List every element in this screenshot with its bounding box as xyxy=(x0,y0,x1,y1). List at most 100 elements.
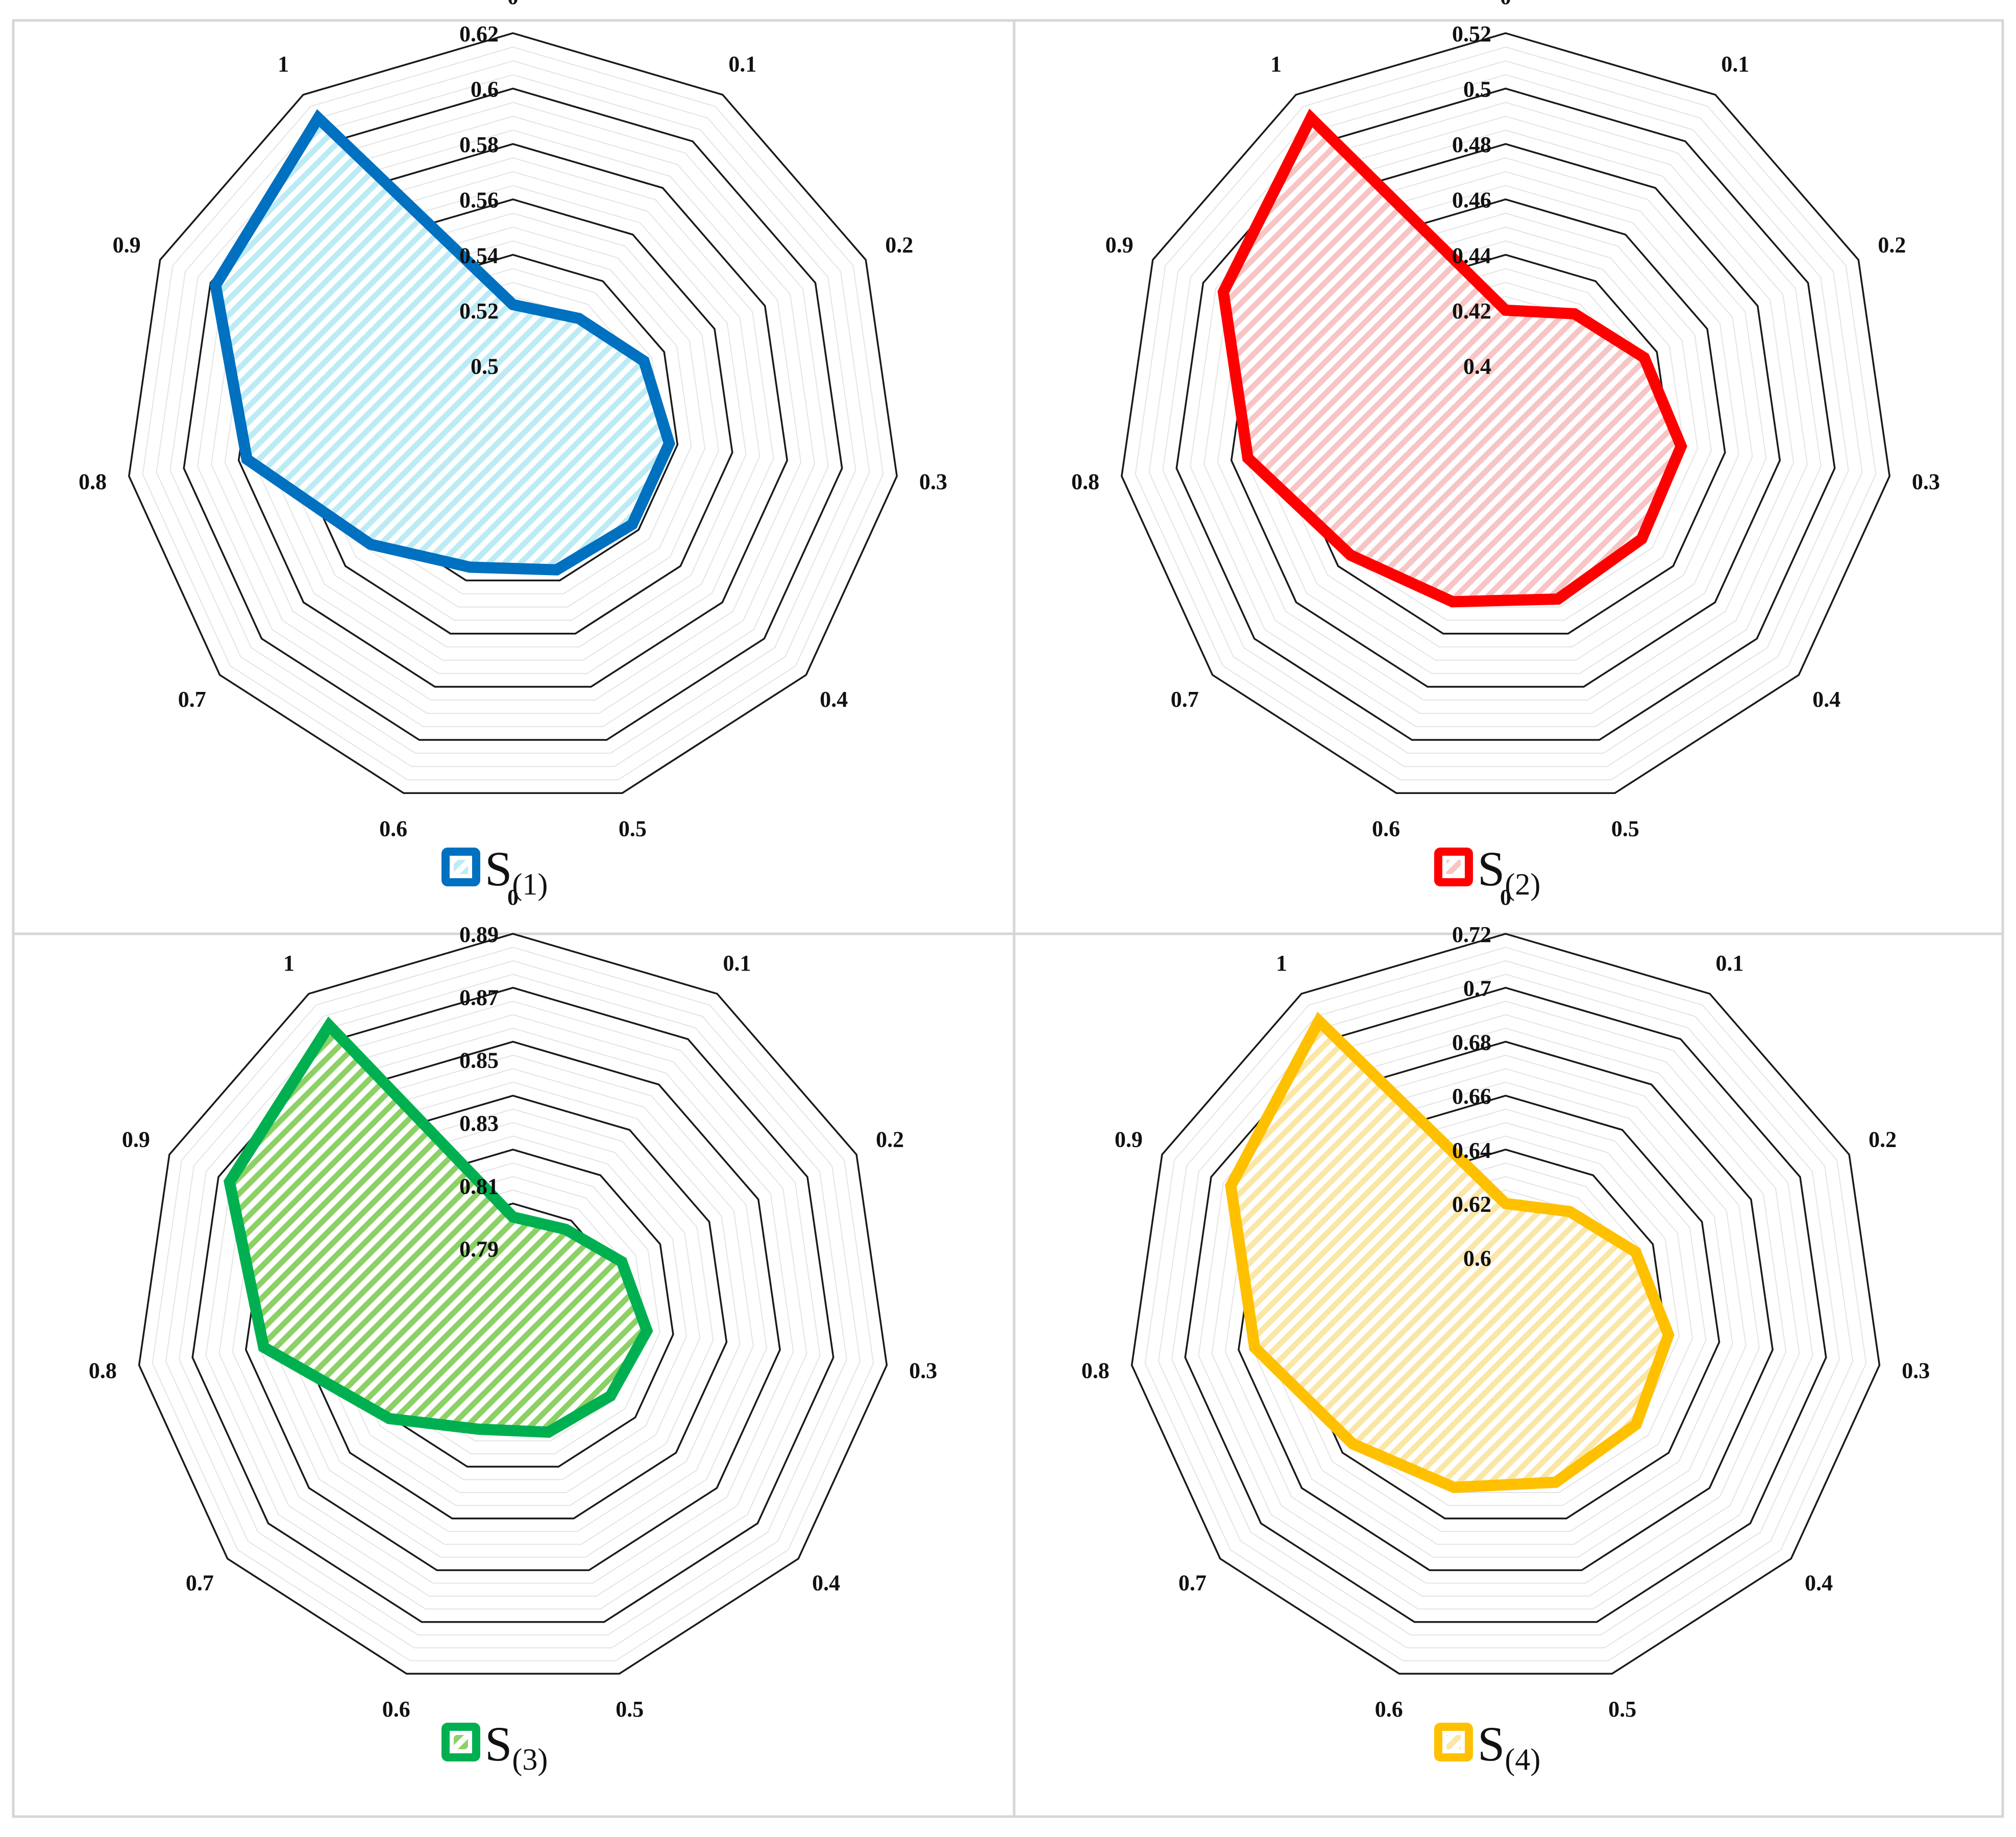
category-label: 0.3 xyxy=(909,1358,937,1383)
category-label: 0.5 xyxy=(1608,1697,1636,1722)
radial-tick-label: 0.5 xyxy=(471,354,499,379)
minor-gridline xyxy=(1148,60,1863,767)
major-gridline xyxy=(128,32,898,794)
category-label: 0.3 xyxy=(1912,469,1940,494)
legend-series-name: S xyxy=(485,841,512,896)
major-gridline xyxy=(1120,32,1891,794)
radial-tick-label: 0.6 xyxy=(1463,1246,1491,1271)
legend: S(3) xyxy=(441,1717,548,1776)
data-point xyxy=(646,1329,648,1332)
radial-tick-label: 0.72 xyxy=(1452,922,1491,947)
major-gridline xyxy=(1175,87,1836,741)
category-label: 1 xyxy=(1276,951,1287,976)
legend-series-name: S xyxy=(1478,841,1505,896)
minor-gridline xyxy=(1158,960,1854,1649)
minor-gridline xyxy=(1171,974,1840,1635)
category-label: 0.4 xyxy=(820,687,848,712)
category-label: 0 xyxy=(1500,0,1511,9)
category-label: 0.9 xyxy=(122,1127,150,1152)
minor-gridline xyxy=(152,947,874,1661)
data-point xyxy=(1453,1486,1455,1488)
radial-tick-label: 0.64 xyxy=(1452,1138,1491,1163)
legend-label: S(4) xyxy=(1478,1717,1540,1776)
data-point xyxy=(1557,598,1559,600)
data-point xyxy=(512,1216,514,1218)
category-label: 0.8 xyxy=(1071,469,1099,494)
major-gridline xyxy=(191,986,834,1623)
minor-gridline xyxy=(156,60,870,767)
category-label: 0.1 xyxy=(1721,52,1749,77)
data-point xyxy=(1634,1251,1637,1253)
data-point xyxy=(621,1260,623,1263)
data-point xyxy=(1568,1210,1571,1213)
radial-tick-label: 0.79 xyxy=(459,1237,499,1262)
data-point xyxy=(512,304,514,306)
data-point xyxy=(1310,117,1312,119)
radial-tick-label: 0.52 xyxy=(459,299,499,324)
category-label: 0.2 xyxy=(1869,1127,1897,1152)
data-point xyxy=(578,317,580,320)
category-label: 0.9 xyxy=(1115,1127,1143,1152)
data-point xyxy=(1351,1443,1354,1445)
legend-series-subscript: (2) xyxy=(1505,867,1540,901)
data-point xyxy=(317,117,319,119)
legend-swatch-fill xyxy=(1446,860,1461,874)
minor-gridline xyxy=(169,74,856,754)
radar-chart-2: 0.4 0.42 0.44 0.46 0.48 0.5 0.52 0 0.1 0.2 0.3 0.4 0… xyxy=(1071,0,1940,901)
data-point xyxy=(1574,312,1576,315)
legend-series-subscript: (3) xyxy=(512,1743,548,1776)
radial-tick-label: 0.7 xyxy=(1463,976,1491,1001)
data-point xyxy=(1635,1423,1637,1426)
data-point xyxy=(1505,1202,1507,1205)
category-label: 0.1 xyxy=(728,52,756,77)
major-gridline xyxy=(1130,933,1881,1675)
data-point xyxy=(1253,1346,1256,1349)
radar-chart-3: 0.790.810.830.850.870.8900.10.20.30.40.5… xyxy=(89,885,937,1776)
radar-chart-1: 0.5 0.52 0.54 0.56 0.58 0.6 0.62 0 0.1 0.2 0.3 0.4 0… xyxy=(79,0,947,901)
category-label: 0.8 xyxy=(1081,1358,1110,1383)
data-point xyxy=(228,1181,231,1183)
data-point xyxy=(1667,1333,1670,1336)
data-point xyxy=(643,360,645,362)
radial-tick-label: 0.89 xyxy=(459,922,499,947)
radial-tick-label: 0.5 xyxy=(1463,77,1491,102)
radial-tick-label: 0.85 xyxy=(459,1048,499,1073)
legend-series-subscript: (4) xyxy=(1505,1743,1540,1776)
category-label: 0.8 xyxy=(79,469,107,494)
category-label: 0 xyxy=(1500,885,1511,910)
category-label: 0.6 xyxy=(379,816,407,841)
radial-tick-label: 0.87 xyxy=(459,985,499,1010)
radial-tick-label: 0.54 xyxy=(459,243,499,268)
major-gridline xyxy=(138,933,888,1675)
legend-swatch-fill xyxy=(1446,1735,1461,1749)
category-label: 0.9 xyxy=(113,232,141,257)
data-point xyxy=(1222,291,1224,293)
category-label: 0.2 xyxy=(876,1127,904,1152)
data-point xyxy=(1452,601,1454,603)
data-point xyxy=(469,566,471,568)
data-point xyxy=(1555,1481,1557,1483)
data-point xyxy=(1246,457,1249,459)
legend-series-subscript: (1) xyxy=(512,867,548,901)
category-label: 0.4 xyxy=(812,1571,840,1596)
minor-gridline xyxy=(165,960,861,1649)
data-point xyxy=(1318,1020,1320,1022)
category-label: 0.7 xyxy=(1178,1571,1207,1596)
data-point xyxy=(1640,538,1643,540)
category-label: 0.5 xyxy=(616,1697,644,1722)
radial-tick-label: 0.62 xyxy=(1452,1192,1491,1217)
category-label: 0.7 xyxy=(178,687,206,712)
series-area xyxy=(223,1016,653,1438)
category-label: 1 xyxy=(283,951,294,976)
data-point xyxy=(328,1024,330,1027)
radial-tick-label: 0.66 xyxy=(1452,1084,1491,1109)
series-area xyxy=(1225,1011,1675,1493)
radial-tick-label: 0.46 xyxy=(1452,188,1491,213)
category-label: 0.8 xyxy=(89,1358,117,1383)
data-point xyxy=(631,523,633,526)
radial-tick-label: 0.56 xyxy=(459,188,499,213)
category-label: 0.7 xyxy=(1171,687,1199,712)
category-label: 0.7 xyxy=(186,1571,214,1596)
legend: S(2) xyxy=(1434,841,1540,901)
